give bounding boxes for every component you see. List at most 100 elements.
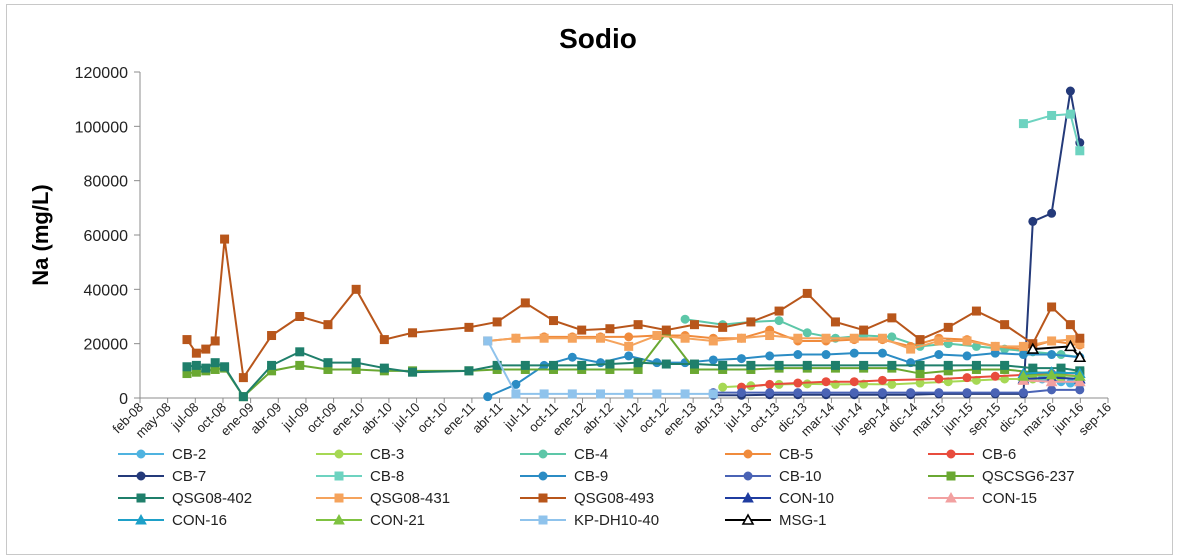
data-point-qsg08-402 — [943, 360, 953, 370]
data-point-cb-4 — [802, 328, 812, 338]
data-point-cb-9 — [1047, 350, 1057, 360]
data-point-cb-10 — [906, 388, 916, 398]
data-point-qsg08-431 — [596, 333, 606, 343]
data-point-cb-9 — [877, 348, 887, 358]
legend-label: CB-6 — [982, 446, 1016, 463]
data-point-cb-10 — [1047, 385, 1057, 395]
data-point-qsg08-493 — [323, 320, 333, 330]
data-point-qsg08-493 — [971, 306, 981, 316]
legend-label: QSCSG6-237 — [982, 468, 1075, 485]
data-point-cb-6 — [849, 377, 859, 387]
data-point-msg-1 — [1073, 350, 1087, 363]
data-point-qsg08-493 — [915, 335, 925, 345]
data-point-qsg08-402 — [295, 347, 305, 357]
data-point-qsg08-402 — [774, 360, 784, 370]
data-point-qsg08-431 — [990, 341, 1000, 351]
data-point-qsg08-431 — [849, 333, 859, 343]
data-point-cb-10 — [1018, 388, 1028, 398]
data-point-qsg08-493 — [520, 298, 530, 308]
data-point-cb-7 — [1028, 216, 1038, 226]
data-point-qsg08-402 — [746, 360, 756, 370]
data-point-qsg08-493 — [605, 324, 615, 334]
data-point-qsg08-493 — [351, 284, 361, 294]
legend-marker — [742, 491, 754, 503]
data-point-cb-2 — [1065, 378, 1075, 388]
data-point-qsg08-402 — [577, 360, 587, 370]
data-point-qsg08-493 — [191, 348, 201, 358]
data-point-qsg08-402 — [549, 360, 559, 370]
data-point-qsg08-402 — [464, 366, 474, 376]
legend-label: CON-21 — [370, 512, 425, 529]
data-point-qsg08-402 — [915, 360, 925, 370]
legend-marker — [136, 449, 146, 459]
series-line-cb-6 — [741, 372, 1080, 389]
legend-item-cb-7: CB-7 — [118, 468, 206, 485]
data-point-cb-7 — [1065, 86, 1075, 96]
data-point-cb-10 — [821, 388, 831, 398]
data-point-qsg08-493 — [718, 322, 728, 332]
data-point-qsg08-431 — [624, 341, 634, 351]
data-point-qsg08-402 — [520, 360, 530, 370]
data-point-qsg08-493 — [210, 336, 220, 346]
data-point-qsg08-493 — [220, 234, 230, 244]
legend-item-cb-4: CB-4 — [520, 446, 608, 463]
data-point-qscsg6-237 — [915, 369, 925, 379]
data-point-cb-10 — [765, 388, 775, 398]
data-point-qsg08-402 — [661, 359, 671, 369]
data-point-cb-10 — [1075, 385, 1085, 395]
data-point-cb-6 — [821, 377, 831, 387]
x-tick-label: abr-13 — [690, 400, 727, 437]
data-point-cb-8 — [1047, 110, 1057, 120]
data-point-cb-9 — [849, 348, 859, 358]
data-point-qsg08-402 — [830, 360, 840, 370]
data-point-qsg08-493 — [1000, 320, 1010, 330]
x-axis: feb-08may-08jul-08oct-08ene-09abr-09jul-… — [109, 397, 1114, 441]
data-point-cb-9 — [736, 354, 746, 364]
legend-label: QSG08-431 — [370, 490, 450, 507]
data-point-kp-dh10-40 — [652, 389, 662, 399]
data-point-cb-3 — [718, 382, 728, 392]
data-point-qsg08-431 — [708, 336, 718, 346]
data-point-cb-4 — [680, 314, 690, 324]
legend-item-cb-6: CB-6 — [928, 446, 1016, 463]
y-tick-label: 120000 — [75, 65, 128, 82]
data-point-qsg08-402 — [802, 360, 812, 370]
data-point-cb-9 — [934, 350, 944, 360]
data-point-qsg08-493 — [379, 335, 389, 345]
legend-marker — [334, 493, 344, 503]
legend-marker — [538, 471, 548, 481]
legend-item-cb-2: CB-2 — [118, 446, 206, 463]
data-point-qsg08-493 — [746, 317, 756, 327]
data-point-qsg08-402 — [633, 358, 643, 368]
data-point-cb-10 — [793, 388, 803, 398]
data-point-cb-6 — [765, 379, 775, 389]
legend-item-con-15: CON-15 — [928, 490, 1037, 507]
data-point-qsg08-402 — [1056, 363, 1066, 373]
data-point-cb-4 — [887, 332, 897, 342]
data-point-qsg08-431 — [793, 333, 803, 343]
data-point-qsg08-493 — [1065, 320, 1075, 330]
data-point-cb-9 — [962, 351, 972, 361]
legend-marker — [946, 471, 956, 481]
series-line-cb-10 — [713, 388, 1080, 394]
series-qsg08-402 — [182, 347, 1085, 402]
x-tick-label: oct-13 — [746, 400, 782, 436]
y-axis: 0 20000 40000 60000 80000 100000 120000 — [75, 65, 141, 408]
data-point-qsg08-493 — [408, 328, 418, 338]
legend-item-cb-3: CB-3 — [316, 446, 404, 463]
series-line-cb-7 — [713, 90, 1081, 397]
data-point-qsg08-431 — [1018, 341, 1028, 351]
data-point-cb-3 — [887, 379, 897, 389]
legend-item-qsg08-493: QSG08-493 — [520, 490, 654, 507]
data-point-qsg08-402 — [1000, 360, 1010, 370]
legend-marker — [741, 513, 755, 525]
data-point-qsg08-431 — [821, 333, 831, 343]
data-point-cb-10 — [877, 388, 887, 398]
data-point-qsg08-431 — [567, 333, 577, 343]
data-point-msg-1 — [1026, 342, 1040, 354]
legend-marker — [136, 493, 146, 503]
y-tick-label: 40000 — [84, 282, 129, 299]
legend-marker — [743, 449, 753, 459]
data-point-qscsg6-237 — [295, 360, 305, 370]
